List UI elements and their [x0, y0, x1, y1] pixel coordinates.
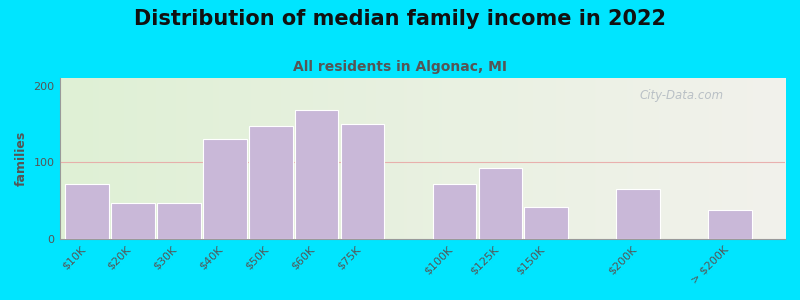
Bar: [433, 184, 476, 239]
Bar: [616, 189, 660, 239]
Bar: [525, 207, 568, 239]
Bar: [203, 139, 246, 239]
Bar: [66, 184, 109, 239]
Y-axis label: families: families: [15, 131, 28, 186]
Bar: [111, 203, 155, 239]
Bar: [341, 124, 384, 239]
Text: Distribution of median family income in 2022: Distribution of median family income in …: [134, 9, 666, 29]
Bar: [295, 110, 338, 239]
Text: City-Data.com: City-Data.com: [640, 89, 724, 102]
Bar: [708, 210, 752, 239]
Bar: [478, 168, 522, 239]
Text: All residents in Algonac, MI: All residents in Algonac, MI: [293, 60, 507, 74]
Bar: [157, 203, 201, 239]
Bar: [249, 125, 293, 239]
